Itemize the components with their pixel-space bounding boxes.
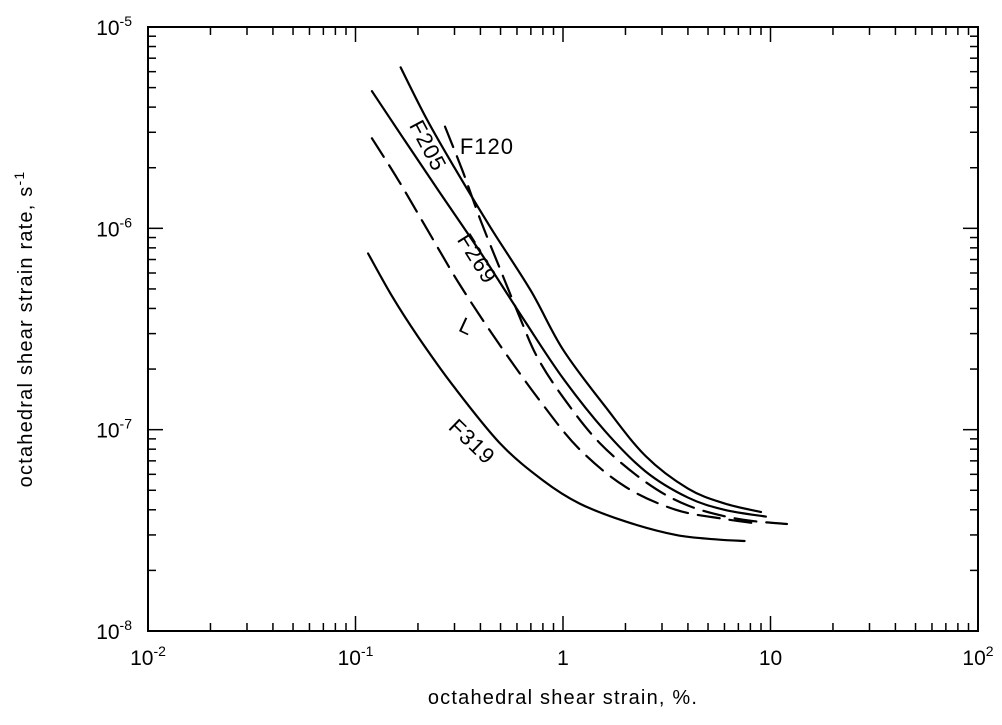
x-tick-label-base: 10 (962, 647, 985, 670)
x-tick-label-base: 10 (130, 647, 153, 670)
y-tick-label: 10-5 (96, 13, 132, 40)
curve-f319 (366, 252, 746, 543)
y-tick-label-exponent: -5 (120, 13, 133, 29)
y-tick-label-exponent: -8 (120, 617, 133, 633)
y-tick-label: 10-7 (96, 416, 132, 443)
series-label-f120: F120 (460, 134, 514, 159)
y-axis-label-text: octahedral shear strain rate, s (15, 186, 37, 488)
x-tick-label: 102 (962, 643, 993, 670)
x-tick-label: 1 (557, 647, 569, 670)
y-tick-labels: 10-510-610-710-8 (96, 13, 132, 644)
series-label-l: L (455, 312, 478, 340)
y-axis-label: octahedral shear strain rate, s-1 (11, 171, 37, 488)
y-tick-label-base: 10 (96, 621, 119, 644)
y-tick-label-base: 10 (96, 420, 119, 443)
curve-f269 (370, 137, 763, 526)
y-tick-label: 10-6 (96, 214, 132, 241)
x-tick-label: 10-2 (130, 643, 166, 670)
series-label-f205: F205 (404, 116, 451, 176)
x-tick-label: 10-1 (338, 643, 374, 670)
data-curves (366, 66, 789, 543)
x-tick-labels: 10-2 10-1 1 10 102 (130, 643, 994, 670)
x-tick-label-base: 1 (557, 647, 569, 670)
plot-frame (147, 26, 979, 632)
y-tick-label: 10-8 (96, 617, 132, 644)
y-tick-label-base: 10 (96, 218, 119, 241)
axis-ticks (147, 27, 979, 632)
x-tick-label-exponent: -2 (153, 643, 166, 659)
curve-f120 (399, 66, 763, 514)
x-tick-label-base: 10 (338, 647, 361, 670)
y-tick-label-base: 10 (96, 17, 119, 40)
y-tick-label-exponent: -7 (120, 416, 133, 432)
series-label-f319: F319 (444, 414, 500, 470)
x-tick-label: 10 (759, 647, 782, 670)
x-tick-label-exponent: 2 (986, 643, 994, 659)
y-tick-label-exponent: -6 (120, 214, 133, 230)
curve-series-2 (443, 125, 789, 526)
x-axis-label: octahedral shear strain, %. (428, 687, 698, 709)
x-tick-label-exponent: -1 (361, 643, 374, 659)
curve-f205 (370, 90, 767, 518)
y-axis-label-superscript: -1 (11, 171, 27, 186)
x-tick-label-base: 10 (759, 647, 782, 670)
